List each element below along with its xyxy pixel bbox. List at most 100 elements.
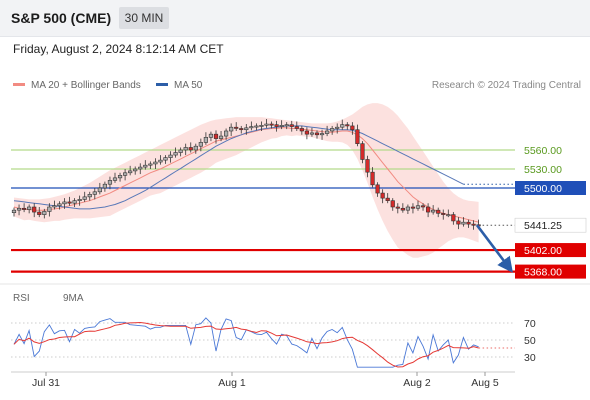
x-tick-label: Aug 2	[403, 377, 431, 389]
candle	[102, 181, 107, 192]
candle	[218, 131, 224, 142]
candle-body	[436, 209, 441, 214]
candle	[11, 207, 17, 217]
projection	[475, 224, 513, 273]
candle-body	[466, 221, 471, 225]
rsi-line	[13, 317, 479, 368]
candle	[57, 201, 62, 210]
pivot-tag	[515, 181, 586, 195]
candle-body	[461, 221, 466, 225]
candle	[82, 191, 87, 202]
candle	[153, 158, 158, 169]
candle	[274, 120, 279, 132]
legend-item-ma20: MA 20 + Bollinger Bands	[13, 80, 141, 91]
candle-body	[400, 207, 405, 211]
candle	[340, 119, 345, 130]
candle-body	[259, 125, 264, 127]
support-tag-5402	[515, 243, 586, 258]
candle-body	[32, 206, 37, 213]
candle	[415, 200, 421, 211]
candle-body	[254, 125, 259, 128]
candle-body	[425, 206, 431, 213]
candle-body	[62, 201, 67, 205]
candle	[425, 203, 431, 218]
candle-body	[198, 142, 203, 147]
candle	[32, 203, 37, 218]
candle-body	[173, 152, 178, 156]
candle	[234, 122, 239, 131]
candle	[173, 147, 178, 158]
ma50-line	[13, 125, 464, 210]
candle-body	[456, 220, 461, 225]
candle	[441, 209, 446, 220]
candle-body	[319, 133, 325, 136]
candle-body	[299, 128, 304, 132]
candle	[360, 141, 365, 164]
timeframe-badge[interactable]: 30 MIN	[119, 7, 169, 29]
candle	[436, 207, 441, 218]
candle-body	[324, 130, 330, 134]
candle-body	[431, 209, 436, 213]
candle-body	[208, 133, 214, 138]
candle	[264, 118, 269, 128]
candle-body	[67, 201, 72, 204]
candle	[309, 127, 315, 137]
candle-body	[370, 171, 375, 186]
resistance-label-5560: 5560.00	[524, 145, 562, 157]
candle-body	[193, 145, 198, 151]
candle-body	[345, 124, 350, 127]
candle	[92, 188, 97, 200]
candle	[138, 163, 143, 175]
candle	[62, 198, 67, 209]
candle-body	[77, 199, 82, 201]
candle	[47, 203, 52, 217]
candle	[112, 172, 118, 183]
candle	[107, 176, 113, 190]
ma50-swatch	[156, 82, 168, 86]
candle-body	[355, 129, 360, 144]
x-tick-label: Jul 31	[32, 377, 60, 389]
candle	[224, 128, 229, 140]
candle	[390, 198, 395, 211]
legend-item-ma50: MA 50	[156, 80, 202, 91]
rsi-9ma-line	[13, 321, 479, 368]
candle-body	[133, 168, 138, 172]
candle	[254, 123, 259, 131]
candle	[395, 203, 400, 214]
datetime-label: Friday, August 2, 2024 8:12:14 AM CET	[13, 42, 224, 56]
candle-body	[395, 206, 400, 209]
candle	[314, 130, 320, 139]
candle	[188, 142, 193, 153]
candle-body	[123, 172, 128, 176]
candle	[289, 120, 294, 132]
candle-body	[153, 161, 158, 165]
candle	[158, 155, 163, 165]
candle	[97, 182, 102, 195]
candle-body	[350, 125, 355, 131]
candle	[244, 124, 249, 135]
candle-body	[112, 177, 118, 181]
candle-body	[148, 163, 153, 166]
rsi-level-label-30: 30	[524, 352, 536, 364]
candle	[345, 122, 350, 130]
candle	[410, 203, 416, 214]
candle-body	[380, 192, 385, 199]
last-price-label: 5441.25	[524, 220, 562, 232]
candle	[284, 122, 289, 130]
credit-text: Research © 2024 Trading Central	[431, 80, 581, 91]
support-label-5368: 5368.00	[524, 267, 562, 279]
candle	[451, 212, 456, 225]
candle-body	[82, 196, 87, 200]
candle-body	[446, 214, 451, 217]
candle-body	[264, 123, 269, 126]
candle	[385, 193, 390, 204]
candle	[456, 217, 461, 230]
candle-body	[188, 147, 193, 151]
candle-body	[218, 135, 224, 139]
candle-body	[420, 205, 426, 208]
candle-body	[390, 200, 395, 208]
candle-body	[385, 197, 390, 201]
rsi-panel: 70 50 30	[0, 283, 590, 368]
candle	[446, 209, 451, 218]
